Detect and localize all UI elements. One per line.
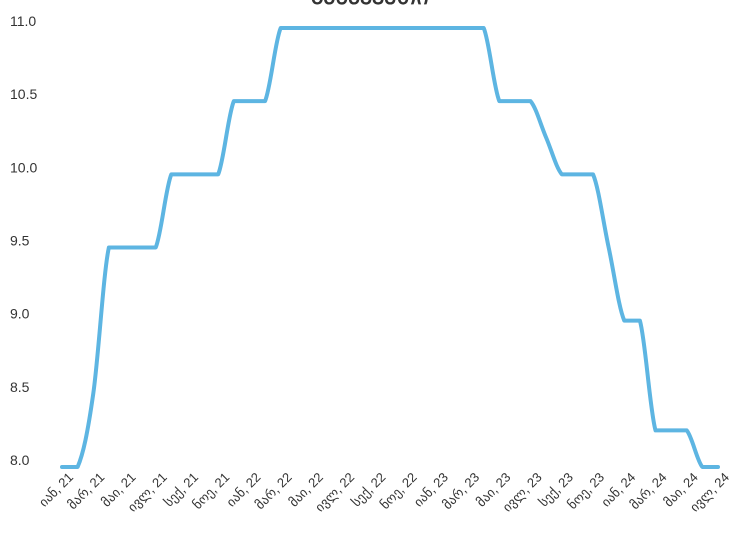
y-tick-label: 11.0: [10, 13, 36, 29]
series-line: [60, 26, 720, 470]
y-tick-label: 10.0: [10, 159, 37, 175]
chart-title: ᲒᲐᲜᲐᲙᲕᲔᲗᲘ: [311, 0, 429, 9]
y-axis: 8.0 8.5 9.0 9.5 10.0 10.5 11.0: [10, 13, 37, 468]
y-tick-label: 8.5: [10, 379, 30, 395]
y-tick-label: 9.0: [10, 306, 30, 322]
y-tick-label: 10.5: [10, 86, 37, 102]
y-tick-label: 8.0: [10, 452, 30, 468]
plot-area: [60, 26, 720, 470]
y-tick-label: 9.5: [10, 233, 30, 249]
